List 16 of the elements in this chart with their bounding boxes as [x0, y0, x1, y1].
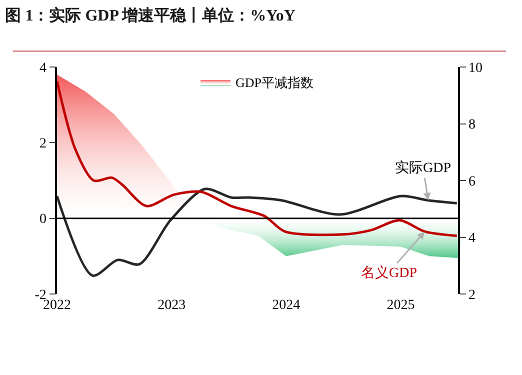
y-tick-label: 2 [39, 136, 46, 152]
x-tick-label: 2024 [272, 298, 300, 313]
x-tick-label: 2025 [386, 298, 415, 313]
x-tick-label: 2022 [43, 298, 71, 313]
series-label: 实际GDP [395, 160, 452, 176]
y2-tick-label: 6 [468, 174, 476, 190]
legend-label: GDP平减指数 [236, 75, 314, 90]
y2-tick-label: 10 [468, 60, 483, 76]
y2-tick-label: 8 [468, 118, 476, 133]
y2-tick-label: 2 [468, 288, 476, 303]
y-tick-label: 0 [39, 212, 46, 228]
chart-title: 图 1：实际 GDP 增速平稳丨单位：%YoY [5, 6, 296, 25]
text: 名义GDP [361, 265, 418, 281]
x-tick-label: 2023 [158, 298, 186, 313]
y-tick-label: 4 [39, 60, 46, 76]
y2-tick-label: 4 [468, 231, 476, 246]
